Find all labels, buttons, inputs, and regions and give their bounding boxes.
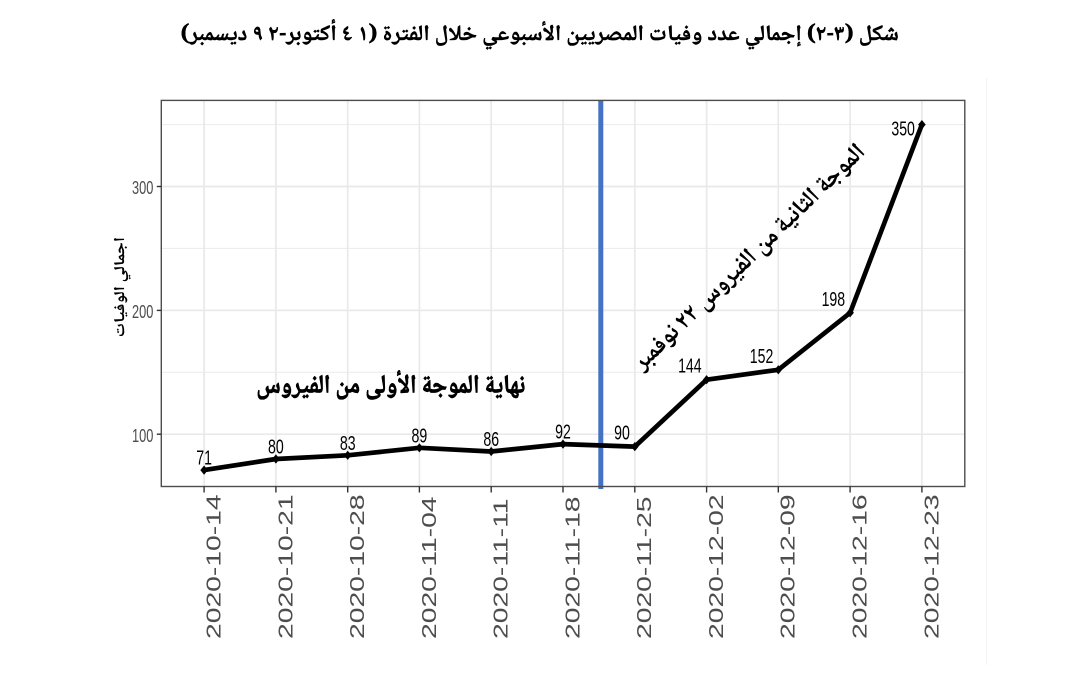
- svg-text:100: 100: [132, 427, 153, 447]
- svg-text:80: 80: [268, 435, 284, 458]
- svg-text:300: 300: [132, 179, 153, 199]
- svg-text:2020-10-21: 2020-10-21: [275, 494, 297, 639]
- svg-text:350: 350: [891, 117, 915, 140]
- svg-text:2020-10-14: 2020-10-14: [203, 494, 225, 639]
- svg-text:2020-10-28: 2020-10-28: [347, 494, 369, 639]
- svg-text:200: 200: [132, 303, 153, 323]
- svg-text:2020-12-09: 2020-12-09: [777, 494, 799, 639]
- svg-text:2020-12-23: 2020-12-23: [921, 494, 943, 639]
- svg-text:152: 152: [750, 344, 774, 367]
- svg-text:71: 71: [196, 446, 212, 469]
- svg-text:144: 144: [678, 354, 702, 377]
- svg-text:92: 92: [555, 420, 571, 443]
- svg-text:83: 83: [340, 431, 356, 454]
- svg-text:2020-11-18: 2020-11-18: [562, 496, 584, 639]
- svg-text:2020-11-04: 2020-11-04: [418, 496, 440, 639]
- svg-text:2020-11-25: 2020-11-25: [634, 496, 656, 639]
- svg-text:2020-12-16: 2020-12-16: [849, 494, 871, 639]
- svg-text:198: 198: [822, 287, 846, 310]
- svg-text:89: 89: [412, 424, 428, 447]
- svg-text:90: 90: [614, 421, 630, 444]
- svg-text:2020-11-11: 2020-11-11: [490, 499, 512, 639]
- svg-text:2020-12-02: 2020-12-02: [706, 494, 728, 639]
- svg-text:86: 86: [483, 427, 499, 450]
